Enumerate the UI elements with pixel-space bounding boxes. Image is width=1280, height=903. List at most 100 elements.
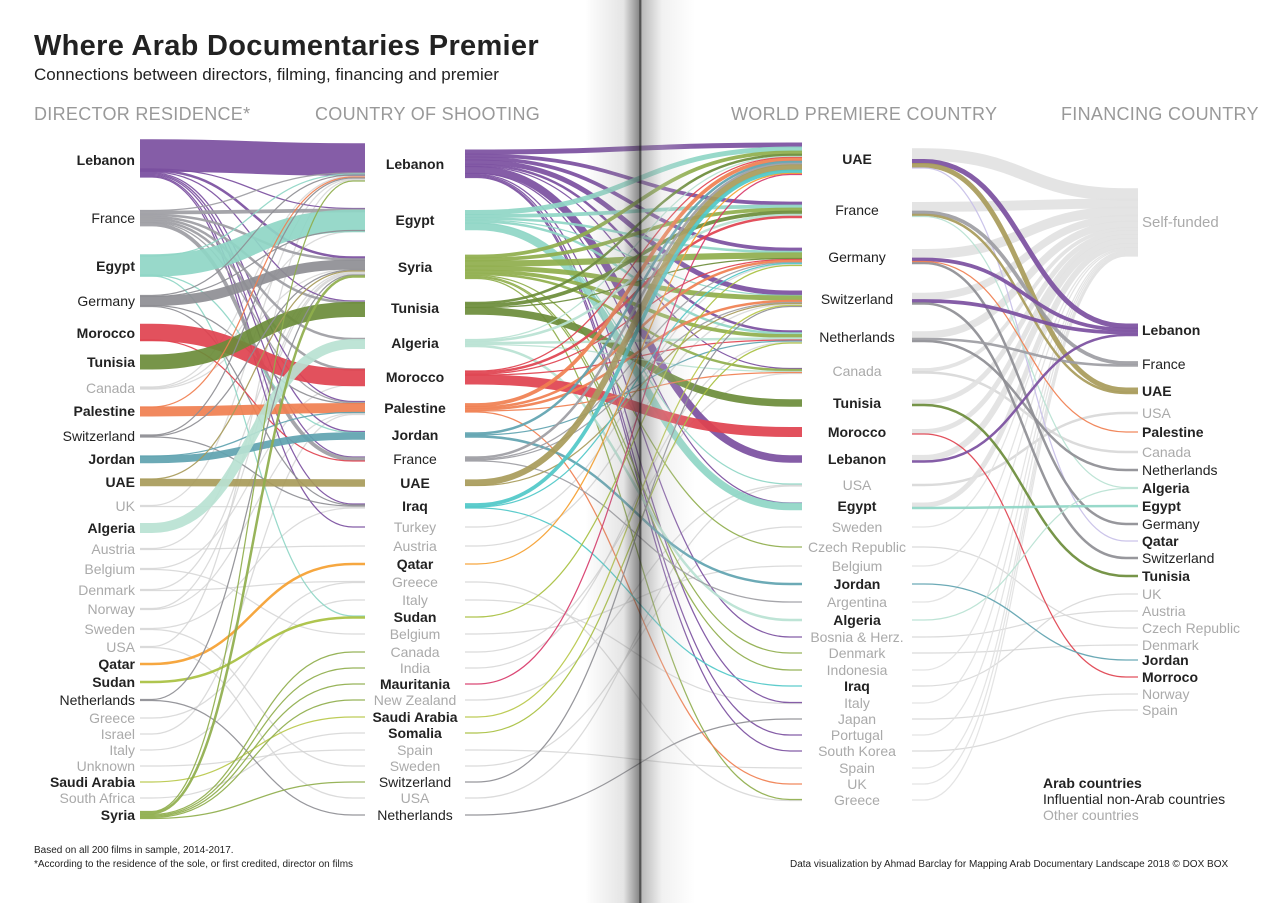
flow-link-iraq-to-uk: [912, 593, 1138, 687]
node-label-financing-france: France: [1142, 356, 1186, 372]
node-label-director-france: France: [91, 210, 135, 226]
flow-link-egypt-to-egypt: [140, 209, 365, 277]
flow-link-qatar-to-qatar: [140, 562, 365, 666]
node-label-shooting-palestine: Palestine: [384, 400, 446, 416]
flow-link-canada-to-canada: [912, 371, 1138, 454]
flow-link-sudan-to-sudan: [140, 616, 365, 684]
node-label-shooting-syria: Syria: [397, 259, 433, 275]
node-label-shooting-greece: Greece: [392, 574, 438, 590]
flow-link-lebanon-to-egypt: [140, 168, 365, 210]
node-label-director-morocco: Morocco: [76, 325, 135, 341]
node-label-premiere-belgium: Belgium: [831, 558, 883, 574]
node-label-director-norway: Norway: [87, 601, 135, 617]
node-label-financing-czech-republic: Czech Republic: [1142, 620, 1241, 636]
node-label-director-tunisia: Tunisia: [87, 354, 135, 370]
node-label-director-canada: Canada: [85, 380, 135, 396]
node-label-director-denmark: Denmark: [78, 582, 135, 598]
footnote-sample: Based on all 200 films in sample, 2014-2…: [34, 845, 234, 856]
flow-link-syria-to-new-zealand: [140, 699, 365, 819]
flows-premiere-to-financing: [912, 148, 1138, 801]
node-label-financing-germany: Germany: [1142, 516, 1200, 532]
node-label-director-israel: Israel: [100, 726, 135, 742]
node-label-shooting-usa: USA: [400, 790, 430, 806]
node-label-shooting-uae: UAE: [400, 475, 430, 491]
flow-link-south-korea-to-spain: [912, 709, 1138, 752]
flow-link-bosnia-herz--to-austria: [912, 610, 1138, 638]
flow-link-south-africa-to-somalia: [140, 732, 365, 799]
node-label-premiere-uk: UK: [847, 776, 867, 792]
node-label-financing-austria: Austria: [1142, 603, 1186, 619]
flow-link-syria-to-lebanon: [140, 180, 365, 813]
flow-link-switzerland-to-iraq: [140, 436, 365, 507]
flow-link-lebanon-to-france: [140, 174, 365, 458]
flow-link-egypt-to-egypt: [912, 504, 1138, 510]
node-label-director-jordan: Jordan: [88, 451, 135, 467]
node-label-director-greece: Greece: [89, 710, 135, 726]
flow-link-sweden-to-sweden: [465, 526, 802, 767]
flow-link-lebanon-to-jordan: [140, 173, 365, 433]
node-label-director-syria: Syria: [100, 807, 135, 823]
node-label-premiere-denmark: Denmark: [828, 645, 886, 661]
flow-link-greece-to-self-funded: [912, 255, 1138, 801]
legend-influential: Influential non-Arab countries: [1043, 791, 1226, 807]
node-label-director-austria: Austria: [91, 541, 135, 557]
flow-link-new-zealand-to-usa: [465, 484, 802, 701]
flow-link-uae-to-lebanon: [912, 159, 1138, 329]
node-label-premiere-italy: Italy: [844, 695, 870, 711]
node-label-director-palestine: Palestine: [73, 403, 135, 419]
node-label-financing-netherlands: Netherlands: [1142, 462, 1218, 478]
flow-link-norway-to-palestine: [140, 412, 365, 611]
node-label-premiere-south-korea: South Korea: [818, 743, 896, 759]
column-header-premiere: WORLD PREMIERE COUNTRY: [731, 104, 998, 124]
node-label-shooting-italy: Italy: [402, 592, 428, 608]
flow-link-canada-to-egypt: [140, 230, 365, 389]
flow-link-canada-to-self-funded: [912, 227, 1138, 372]
flow-link-usa-to-usa: [140, 646, 365, 799]
flow-link-usa-to-usa: [912, 411, 1138, 487]
node-label-premiere-usa: USA: [842, 477, 872, 493]
flow-link-belgium-to-morocco: [140, 384, 365, 570]
flow-link-italy-to-italy: [140, 599, 365, 751]
node-label-shooting-egypt: Egypt: [395, 212, 435, 228]
node-label-shooting-france: France: [393, 451, 437, 467]
node-label-financing-spain: Spain: [1142, 702, 1178, 718]
node-label-premiere-argentina: Argentina: [827, 594, 887, 610]
flow-link-germany-to-palestine: [912, 260, 1138, 433]
flow-link-switzerland-to-lebanon: [140, 177, 365, 436]
node-label-premiere-france: France: [835, 202, 879, 218]
flow-link-lebanon-to-self-funded: [912, 237, 1138, 462]
node-label-director-netherlands: Netherlands: [59, 692, 136, 708]
node-label-shooting-austria: Austria: [393, 538, 437, 554]
flow-link-switzerland-to-self-funded: [912, 214, 1138, 301]
flow-link-uae-to-uae: [140, 478, 365, 487]
flow-link-sweden-to-sweden: [140, 628, 365, 767]
flow-link-uae-to-qatar: [912, 167, 1138, 542]
flow-link-france-to-self-funded: [912, 198, 1138, 212]
node-label-financing-self-funded: Self-funded: [1142, 214, 1219, 231]
node-label-shooting-switzerland: Switzerland: [378, 774, 452, 790]
node-label-director-qatar: Qatar: [98, 656, 135, 672]
node-label-director-germany: Germany: [77, 293, 135, 309]
node-label-shooting-lebanon: Lebanon: [385, 156, 445, 172]
flow-link-india-to-netherlands: [465, 341, 802, 669]
node-label-director-uk: UK: [115, 498, 135, 514]
node-label-shooting-mauritania: Mauritania: [379, 676, 450, 692]
flow-link-france-to-lebanon: [140, 172, 365, 212]
node-label-premiere-egypt: Egypt: [837, 498, 877, 514]
node-label-director-uae: UAE: [105, 474, 135, 490]
node-label-financing-denmark: Denmark: [1142, 637, 1199, 653]
flow-link-morocco-to-france: [140, 339, 365, 462]
flow-link-italy-to-italy: [465, 599, 802, 705]
flow-link-belgium-to-belgium: [465, 565, 802, 635]
node-label-financing-palestine: Palestine: [1142, 424, 1204, 440]
legend-other: Other countries: [1043, 807, 1139, 823]
flow-link-tunisia-to-tunisia: [140, 302, 365, 370]
node-label-financing-jordan: Jordan: [1142, 652, 1189, 668]
column-header-shooting: COUNTRY OF SHOOTING: [315, 104, 541, 124]
flow-link-morocco-to-morocco: [140, 323, 365, 387]
node-label-financing-qatar: Qatar: [1142, 533, 1179, 549]
flow-link-spain-to-spain: [465, 749, 802, 769]
flow-link-czech-republic-to-czech-republic: [912, 546, 1138, 629]
flow-link-france-to-morocco: [140, 219, 365, 371]
